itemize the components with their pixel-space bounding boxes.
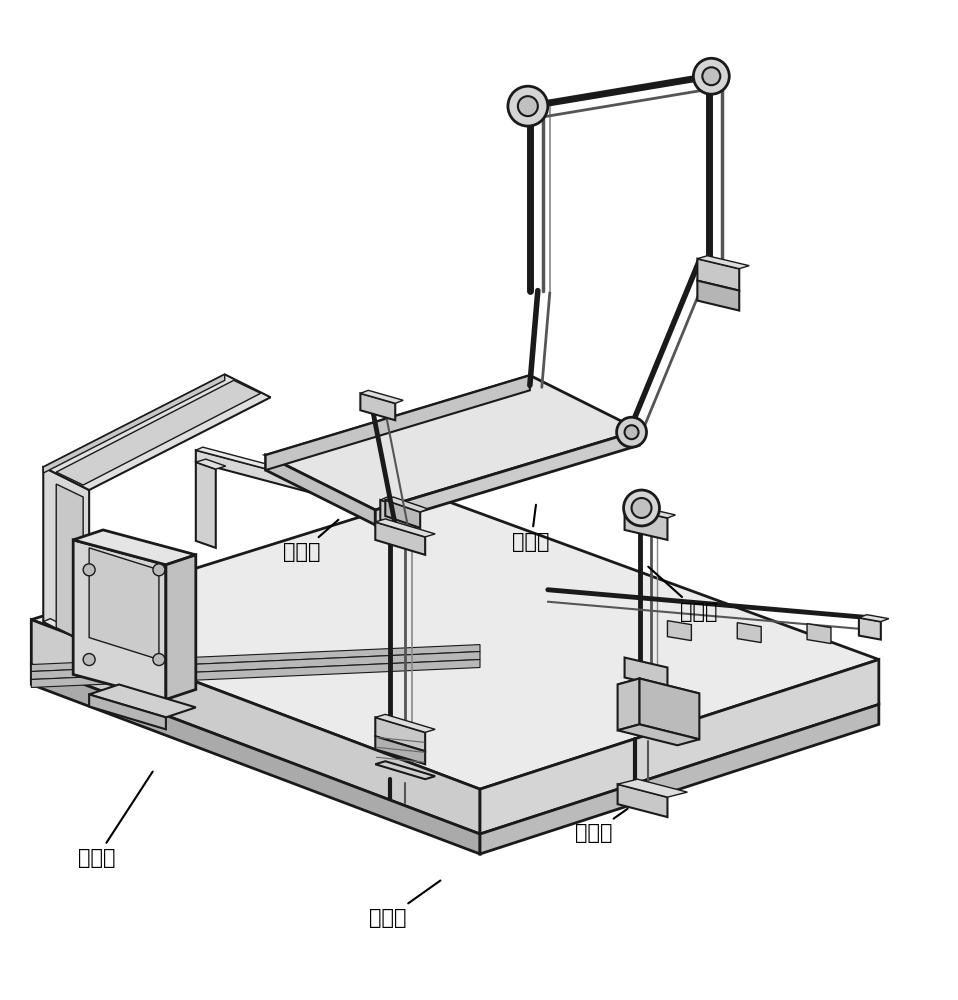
Circle shape <box>153 654 165 666</box>
Polygon shape <box>376 761 435 779</box>
Polygon shape <box>618 724 699 745</box>
Polygon shape <box>376 430 640 525</box>
Polygon shape <box>265 375 640 510</box>
Polygon shape <box>738 623 762 643</box>
Polygon shape <box>43 374 225 473</box>
Polygon shape <box>697 256 749 269</box>
Polygon shape <box>385 500 421 528</box>
Text: 分支一: 分支一 <box>78 772 152 868</box>
Text: 分支三: 分支三 <box>649 567 718 622</box>
Polygon shape <box>57 484 83 641</box>
Text: 动平台: 动平台 <box>369 881 441 928</box>
Polygon shape <box>32 652 480 679</box>
Polygon shape <box>43 467 89 645</box>
Polygon shape <box>380 497 422 510</box>
Polygon shape <box>618 784 668 817</box>
Circle shape <box>624 490 659 526</box>
Polygon shape <box>380 500 415 530</box>
Polygon shape <box>480 660 878 834</box>
Polygon shape <box>360 393 396 420</box>
Polygon shape <box>618 678 699 699</box>
Polygon shape <box>32 660 480 687</box>
Polygon shape <box>385 497 428 512</box>
Polygon shape <box>697 259 740 291</box>
Circle shape <box>83 654 95 666</box>
Polygon shape <box>618 779 688 797</box>
Polygon shape <box>376 714 435 732</box>
Polygon shape <box>32 645 480 672</box>
Polygon shape <box>859 618 880 640</box>
Polygon shape <box>265 375 530 470</box>
Polygon shape <box>640 678 699 739</box>
Polygon shape <box>376 717 425 751</box>
Polygon shape <box>32 495 878 789</box>
Circle shape <box>508 86 548 126</box>
Polygon shape <box>265 455 376 525</box>
Polygon shape <box>89 684 195 717</box>
Circle shape <box>625 425 639 439</box>
Polygon shape <box>43 619 96 645</box>
Polygon shape <box>195 459 226 469</box>
Circle shape <box>153 564 165 576</box>
Polygon shape <box>480 704 878 854</box>
Polygon shape <box>166 555 195 699</box>
Polygon shape <box>32 620 480 834</box>
Polygon shape <box>57 380 261 485</box>
Text: 定平台: 定平台 <box>513 505 550 552</box>
Polygon shape <box>376 736 425 764</box>
Polygon shape <box>73 540 166 699</box>
Circle shape <box>83 564 95 576</box>
Circle shape <box>518 96 537 116</box>
Polygon shape <box>89 548 159 660</box>
Polygon shape <box>360 390 403 403</box>
Polygon shape <box>195 462 216 548</box>
Polygon shape <box>376 519 435 537</box>
Polygon shape <box>625 508 668 540</box>
Polygon shape <box>195 447 402 503</box>
Text: 分支四: 分支四 <box>575 809 627 843</box>
Polygon shape <box>195 450 396 515</box>
Circle shape <box>617 417 647 447</box>
Polygon shape <box>625 505 675 518</box>
Circle shape <box>694 58 729 94</box>
Circle shape <box>631 498 651 518</box>
Polygon shape <box>43 374 270 490</box>
Polygon shape <box>618 678 640 730</box>
Polygon shape <box>859 615 889 622</box>
Polygon shape <box>807 624 831 644</box>
Circle shape <box>702 67 720 85</box>
Text: 分支二: 分支二 <box>284 520 338 562</box>
Polygon shape <box>668 621 692 641</box>
Polygon shape <box>32 665 480 854</box>
Polygon shape <box>73 530 195 565</box>
Polygon shape <box>625 658 668 687</box>
Polygon shape <box>89 694 166 729</box>
Polygon shape <box>376 522 425 555</box>
Polygon shape <box>697 281 740 311</box>
